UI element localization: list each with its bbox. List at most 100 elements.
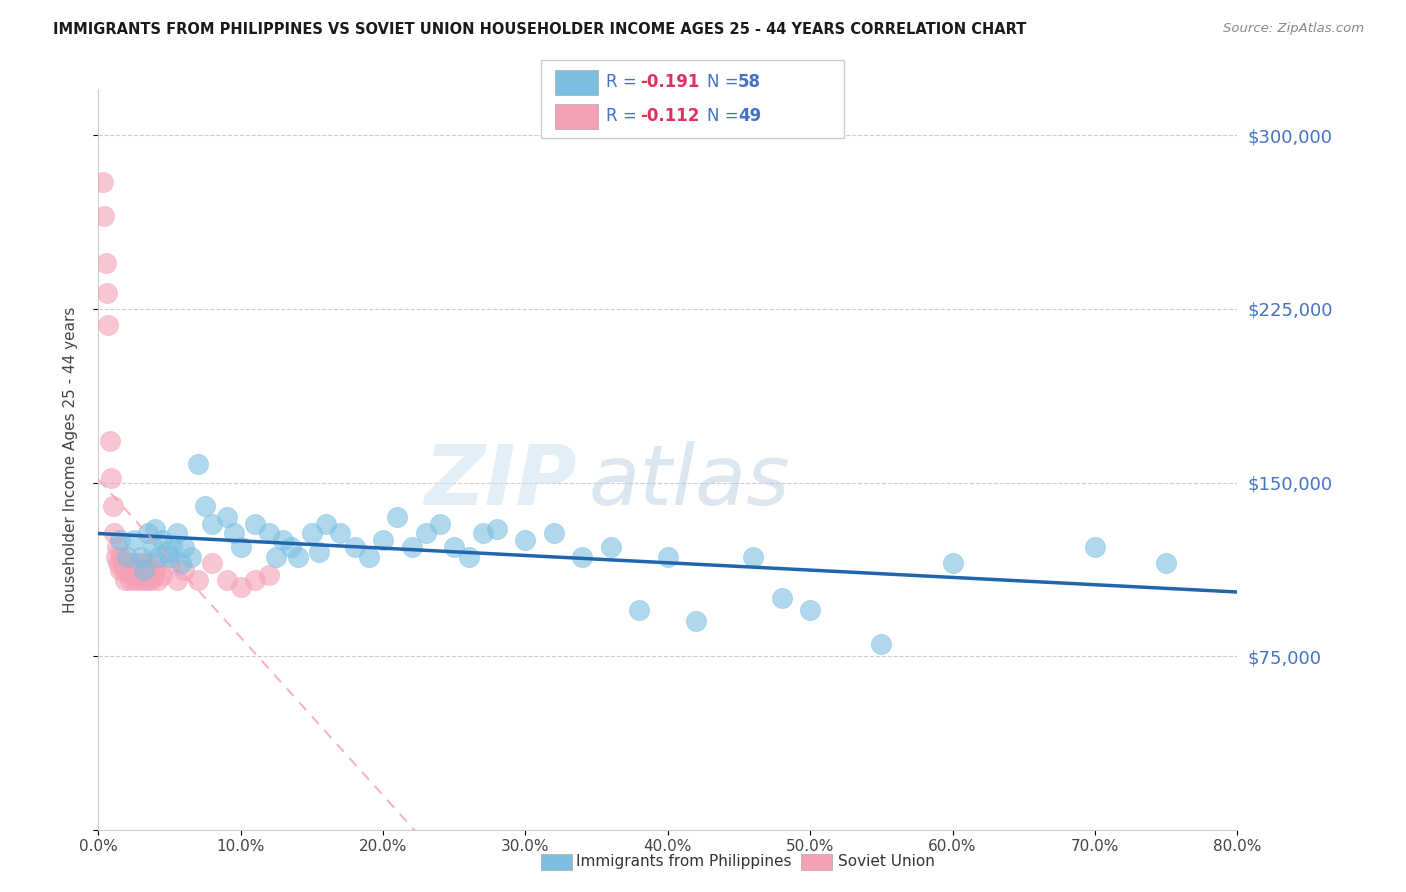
Text: -0.112: -0.112 — [640, 107, 699, 125]
Point — [145, 564, 167, 578]
Point — [243, 517, 266, 532]
Point — [145, 522, 167, 536]
Point — [685, 615, 707, 629]
Text: atlas: atlas — [588, 441, 790, 522]
Point — [187, 573, 209, 587]
Point — [243, 573, 266, 587]
Point — [94, 256, 117, 270]
Point — [486, 522, 509, 536]
Point — [115, 557, 138, 571]
Y-axis label: Householder Income Ages 25 - 44 years: Householder Income Ages 25 - 44 years — [63, 306, 77, 613]
Point — [103, 526, 125, 541]
Point — [129, 549, 152, 564]
Point — [98, 434, 121, 448]
Point — [91, 175, 114, 189]
Point — [571, 549, 593, 564]
Point — [131, 557, 153, 571]
Point — [121, 568, 143, 582]
Point — [152, 568, 174, 582]
Point — [942, 557, 965, 571]
Point — [136, 526, 159, 541]
Point — [115, 549, 138, 564]
Point — [148, 573, 170, 587]
Point — [387, 510, 409, 524]
Point — [132, 564, 155, 578]
Text: N =: N = — [707, 107, 744, 125]
Text: IMMIGRANTS FROM PHILIPPINES VS SOVIET UNION HOUSEHOLDER INCOME AGES 25 - 44 YEAR: IMMIGRANTS FROM PHILIPPINES VS SOVIET UN… — [53, 22, 1026, 37]
Text: R =: R = — [606, 107, 643, 125]
Point — [135, 557, 157, 571]
Point — [799, 603, 821, 617]
Point — [138, 564, 160, 578]
Point — [122, 533, 145, 548]
Point — [159, 557, 181, 571]
Point — [148, 549, 170, 564]
Point — [657, 549, 679, 564]
Point — [111, 557, 134, 571]
Point — [429, 517, 451, 532]
Text: ZIP: ZIP — [425, 441, 576, 522]
Text: Soviet Union: Soviet Union — [838, 855, 935, 869]
Point — [107, 557, 129, 571]
Point — [134, 564, 156, 578]
Point — [141, 541, 163, 555]
Point — [105, 541, 128, 555]
Point — [166, 526, 188, 541]
Point — [371, 533, 394, 548]
Point — [124, 573, 146, 587]
Text: Source: ZipAtlas.com: Source: ZipAtlas.com — [1223, 22, 1364, 36]
Point — [162, 541, 184, 555]
Point — [543, 526, 565, 541]
Point — [870, 637, 893, 651]
Point — [215, 510, 238, 524]
Point — [173, 564, 195, 578]
Point — [415, 526, 437, 541]
Point — [97, 318, 120, 333]
Point — [152, 533, 174, 548]
Point — [118, 573, 141, 587]
Text: 58: 58 — [738, 73, 761, 91]
Point — [108, 564, 131, 578]
Point — [329, 526, 352, 541]
Point — [114, 573, 136, 587]
Point — [1084, 541, 1107, 555]
Point — [141, 557, 163, 571]
Point — [215, 573, 238, 587]
Point — [128, 573, 150, 587]
Point — [443, 541, 465, 555]
Point — [104, 549, 127, 564]
Point — [112, 564, 135, 578]
Point — [100, 471, 122, 485]
Point — [159, 549, 181, 564]
Point — [259, 526, 281, 541]
Point — [308, 545, 330, 559]
Point — [628, 603, 651, 617]
Point — [127, 568, 149, 582]
Point — [770, 591, 793, 606]
Point — [343, 541, 366, 555]
Point — [108, 533, 131, 548]
Point — [222, 526, 245, 541]
Point — [129, 564, 152, 578]
Point — [142, 568, 165, 582]
Point — [93, 210, 115, 224]
Point — [101, 499, 124, 513]
Point — [187, 457, 209, 471]
Text: R =: R = — [606, 73, 643, 91]
Point — [301, 526, 323, 541]
Text: Immigrants from Philippines: Immigrants from Philippines — [576, 855, 792, 869]
Point — [471, 526, 494, 541]
Point — [600, 541, 623, 555]
Point — [280, 541, 302, 555]
Point — [229, 580, 252, 594]
Point — [315, 517, 337, 532]
Point — [170, 557, 193, 571]
Point — [194, 499, 217, 513]
Point — [357, 549, 380, 564]
Point — [125, 557, 148, 571]
Text: 49: 49 — [738, 107, 762, 125]
Point — [457, 549, 479, 564]
Point — [122, 564, 145, 578]
Point — [166, 573, 188, 587]
Point — [156, 545, 179, 559]
